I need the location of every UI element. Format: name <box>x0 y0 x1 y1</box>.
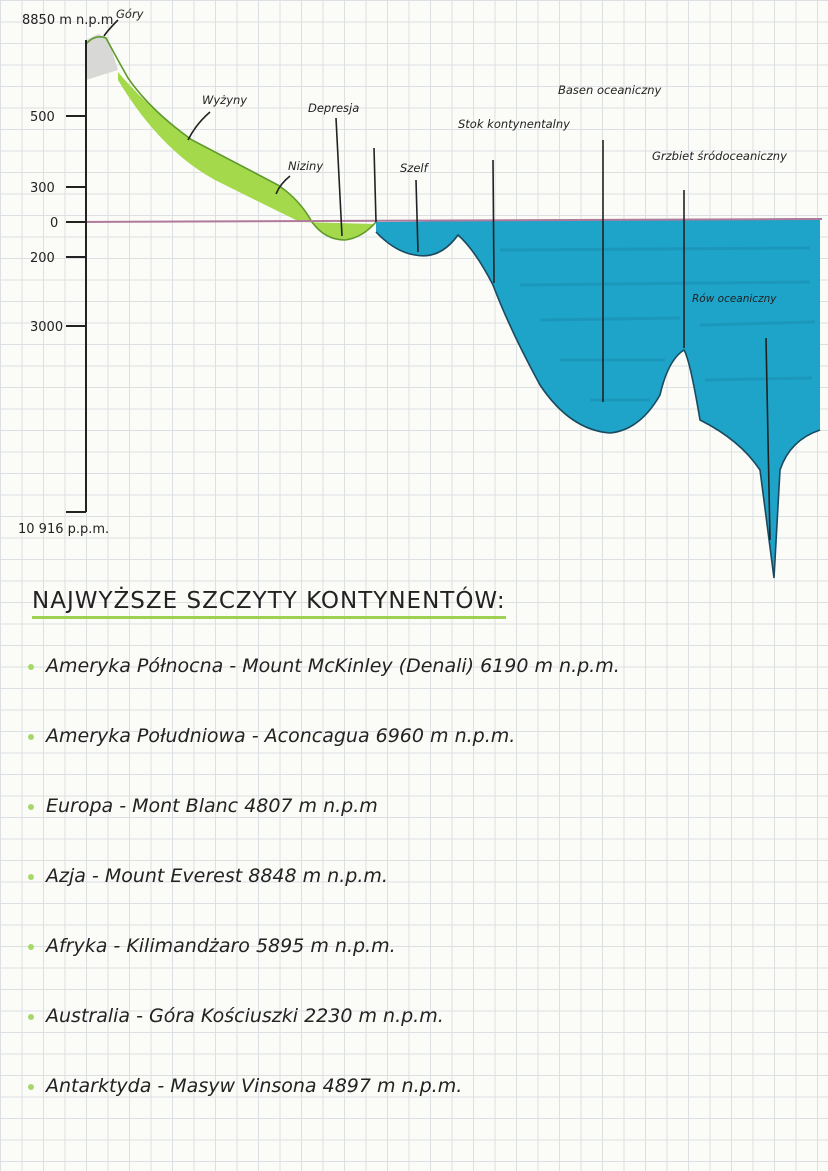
seafloor-outline <box>375 231 821 579</box>
label-row: Rów oceaniczny <box>692 293 777 305</box>
list-item-text: Australia - Góra Kościuszki 2230 m n.p.m… <box>46 1005 444 1027</box>
list-item: Azja - Mount Everest 8848 m n.p.m. <box>28 865 620 935</box>
axis-tick-label: 3000 <box>30 320 63 335</box>
peaks-list: Ameryka Północna - Mount McKinley (Denal… <box>28 655 620 1145</box>
list-item: Europa - Mont Blanc 4807 m n.p.m <box>28 795 620 865</box>
label-basen: Basen oceaniczny <box>558 83 662 97</box>
label-grzbiet: Grzbiet śródoceaniczny <box>652 149 787 163</box>
bullet-dot <box>28 1083 34 1090</box>
bullet-dot <box>28 663 34 670</box>
bullet-dot <box>28 873 34 880</box>
list-item: Antarktyda - Masyw Vinsona 4897 m n.p.m. <box>28 1075 620 1145</box>
feature-labels: Góry Wyżyny Depresja Niziny Szelf Stok k… <box>103 7 787 541</box>
bullet-dot <box>28 943 34 950</box>
list-item-text: Azja - Mount Everest 8848 m n.p.m. <box>46 865 388 887</box>
axis-tick-label: 0 <box>50 216 58 231</box>
list-item: Ameryka Północna - Mount McKinley (Denal… <box>28 655 620 725</box>
axis-tick-label: 200 <box>30 251 55 266</box>
axis-tick-label: 500 <box>30 110 55 125</box>
label-gory: Góry <box>116 7 144 21</box>
ocean-texture <box>499 246 816 402</box>
axis-ticks <box>66 115 86 513</box>
label-niziny: Niziny <box>288 159 323 173</box>
list-item: Afryka - Kilimandżaro 5895 m n.p.m. <box>28 935 620 1005</box>
list-item-text: Ameryka Północna - Mount McKinley (Denal… <box>46 655 620 677</box>
list-title: NAJWYŻSZE SZCZYTY KONTYNENTÓW: <box>32 588 506 619</box>
ocean-area <box>376 218 820 578</box>
label-stok: Stok kontynentalny <box>458 117 570 131</box>
list-item-text: Antarktyda - Masyw Vinsona 4897 m n.p.m. <box>46 1075 463 1097</box>
label-wyzyny: Wyżyny <box>202 93 247 107</box>
label-depresja: Depresja <box>308 101 359 115</box>
bullet-dot <box>28 1013 34 1020</box>
land-outline <box>85 36 377 241</box>
bullet-dot <box>28 803 34 810</box>
mountain-area <box>86 34 118 80</box>
list-item: Australia - Góra Kościuszki 2230 m n.p.m… <box>28 1005 620 1075</box>
list-item-text: Afryka - Kilimandżaro 5895 m n.p.m. <box>46 935 396 957</box>
axis-tick-label: 300 <box>30 181 55 196</box>
bullet-dot <box>28 733 34 740</box>
list-item: Ameryka Południowa - Aconcagua 6960 m n.… <box>28 725 620 795</box>
axis-labels: 8850 m n.p.m 500 300 0 200 3000 10 916 p… <box>18 13 113 537</box>
label-szelf: Szelf <box>400 161 430 175</box>
list-item-text: Ameryka Południowa - Aconcagua 6960 m n.… <box>46 725 516 747</box>
axis-top-label: 8850 m n.p.m <box>22 13 113 28</box>
axis-bottom-label: 10 916 p.p.m. <box>18 522 109 537</box>
list-item-text: Europa - Mont Blanc 4807 m n.p.m <box>46 795 378 817</box>
sea-level-line <box>74 218 823 223</box>
